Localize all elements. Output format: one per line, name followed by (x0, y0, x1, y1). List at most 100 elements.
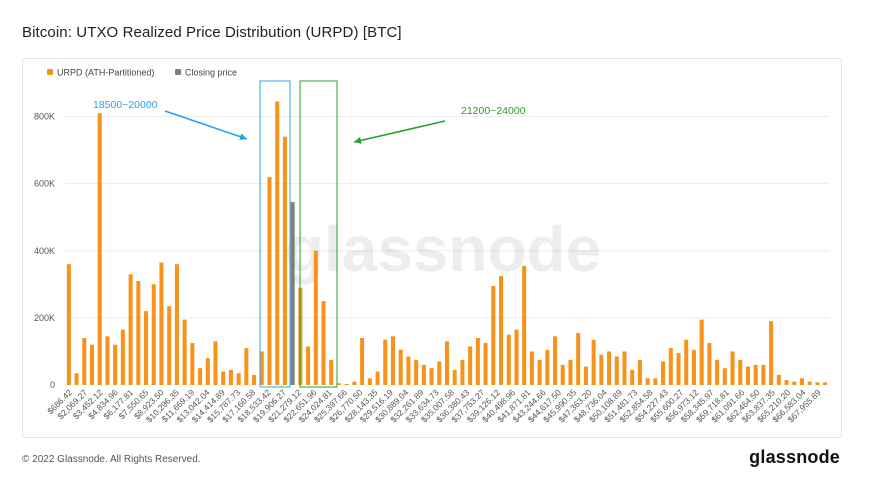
urpd-bar (128, 274, 133, 385)
urpd-bar (82, 338, 87, 385)
urpd-bar (745, 366, 750, 385)
watermark: glassnode (285, 213, 602, 285)
urpd-bar (722, 368, 727, 385)
y-tick-label: 600K (34, 179, 55, 189)
brand-logo: glassnode (749, 447, 840, 467)
urpd-bar (144, 311, 149, 385)
urpd-bar (529, 351, 534, 385)
urpd-bar (815, 382, 820, 385)
urpd-bar (614, 356, 619, 385)
urpd-bar (637, 359, 642, 385)
urpd-bar (398, 349, 403, 385)
urpd-bar (136, 280, 141, 385)
urpd-bar (151, 284, 156, 385)
urpd-bar (506, 334, 511, 385)
urpd-bar (444, 341, 450, 385)
urpd-bar (568, 359, 573, 385)
urpd-bar (182, 319, 187, 385)
urpd-bar (198, 368, 203, 385)
urpd-bar (460, 359, 465, 385)
legend-swatch (47, 69, 53, 75)
urpd-bar (429, 368, 434, 385)
urpd-bar (437, 361, 442, 385)
urpd-bar (244, 348, 249, 385)
urpd-bar (120, 329, 125, 385)
urpd-bar (236, 373, 241, 385)
urpd-bar (375, 371, 380, 385)
urpd-bar (699, 319, 704, 385)
urpd-bar (483, 343, 488, 385)
urpd-bar (414, 359, 419, 385)
urpd-bar (576, 332, 581, 385)
urpd-bar (622, 351, 627, 385)
urpd-bar (174, 264, 179, 385)
urpd-bar (776, 374, 781, 385)
urpd-bar (522, 265, 527, 385)
annotation-arrow (353, 120, 446, 143)
urpd-bar (406, 356, 411, 385)
urpd-bar (799, 378, 804, 385)
urpd-bar (267, 176, 272, 385)
urpd-bar (545, 349, 550, 385)
y-tick-label: 800K (34, 112, 55, 122)
urpd-bar (753, 364, 758, 385)
urpd-bar (167, 306, 172, 385)
urpd-bar (344, 383, 349, 385)
closing-price-bar (290, 202, 295, 385)
urpd-bar (282, 136, 287, 385)
urpd-bar (591, 339, 596, 385)
chart-card: URPD (ATH-Partitioned) Closing price 0 200K… (22, 58, 842, 438)
urpd-bar (583, 366, 588, 385)
urpd-bar (630, 369, 635, 385)
arrowhead (239, 133, 247, 141)
urpd-bar (228, 369, 233, 385)
urpd-bar (90, 344, 95, 385)
annotation-box (299, 80, 338, 388)
urpd-bar (383, 339, 388, 385)
urpd-bar (468, 346, 473, 385)
urpd-bar (336, 383, 341, 385)
urpd-bar (313, 250, 318, 385)
annotation-box (259, 80, 291, 388)
urpd-bar (684, 339, 689, 385)
urpd-bar (691, 349, 696, 385)
urpd-bar (661, 361, 666, 385)
urpd-bar (105, 336, 110, 385)
urpd-bar (499, 275, 504, 385)
urpd-bar (159, 262, 164, 385)
annotation-label: 18500~20000 (93, 99, 158, 111)
urpd-bar (707, 343, 712, 385)
urpd-bar (792, 381, 797, 385)
urpd-bar (807, 381, 812, 385)
urpd-bar (715, 359, 720, 385)
urpd-bar (390, 336, 395, 385)
chart-title: Bitcoin: UTXO Realized Price Distributio… (22, 24, 402, 41)
y-tick-label: 200K (34, 313, 55, 323)
urpd-bar (352, 381, 357, 385)
urpd-bar (823, 382, 828, 385)
urpd-bar (97, 113, 102, 385)
urpd-bar (475, 338, 480, 385)
urpd-bar (190, 343, 195, 385)
urpd-bar (113, 344, 118, 385)
legend: URPD (ATH-Partitioned) Closing price (47, 68, 237, 78)
urpd-bar (213, 341, 218, 385)
urpd-bar (252, 374, 257, 385)
urpd-bar (221, 371, 226, 385)
urpd-bar (321, 301, 326, 385)
urpd-bar (491, 286, 496, 385)
urpd-bar (537, 359, 542, 385)
urpd-bar (306, 346, 311, 385)
urpd-bar (761, 364, 766, 385)
urpd-bar (360, 338, 365, 385)
y-tick-label: 0 (50, 380, 55, 390)
annotation-arrow (164, 110, 248, 140)
urpd-bar (452, 369, 457, 385)
urpd-bar (560, 364, 565, 385)
y-tick-label: 400K (34, 246, 55, 256)
legend-label: Closing price (185, 68, 237, 78)
urpd-bar (74, 373, 79, 385)
copyright-text: © 2022 Glassnode. All Rights Reserved. (22, 454, 201, 465)
annotation-label: 21200~24000 (461, 105, 526, 117)
urpd-bar (676, 353, 681, 385)
